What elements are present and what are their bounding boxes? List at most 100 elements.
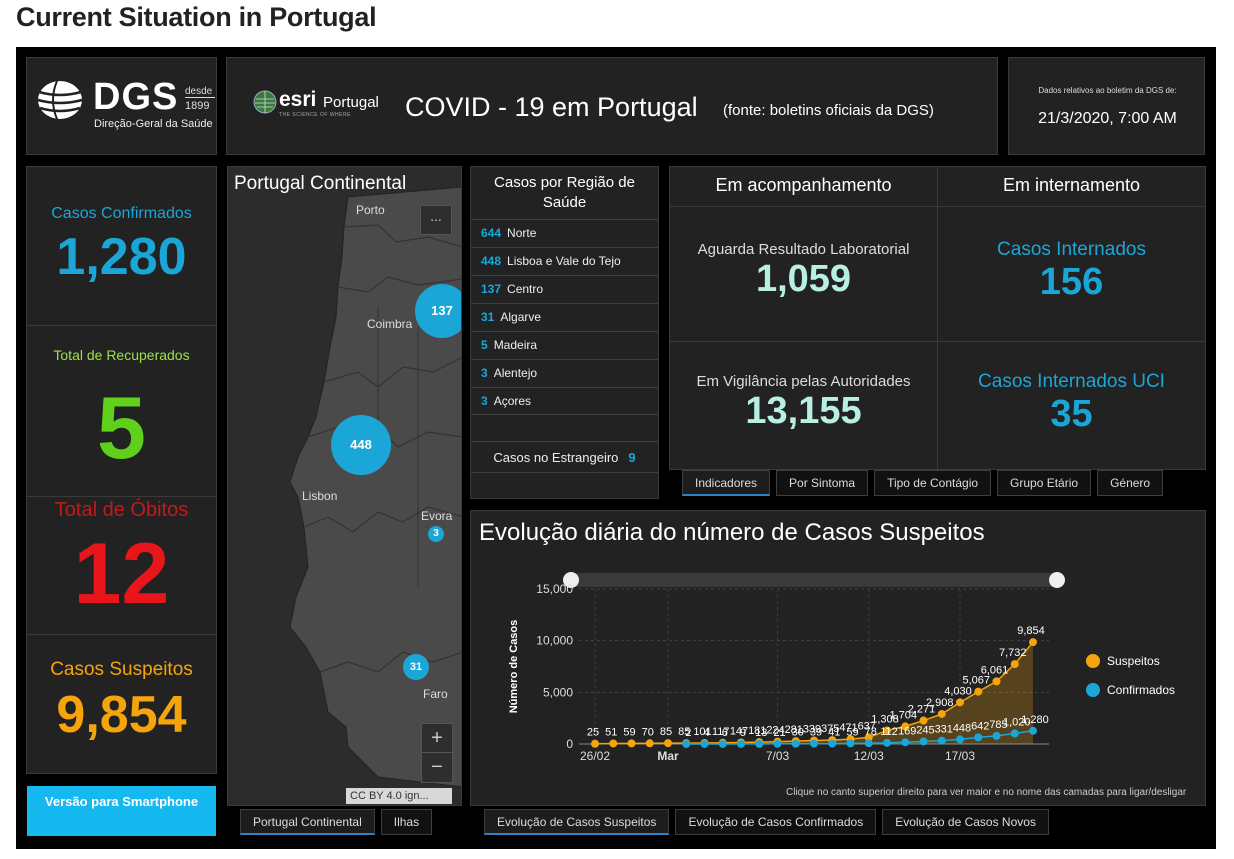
region-name: Açores (493, 394, 532, 408)
list-item[interactable]: 137 Centro (471, 275, 658, 303)
portugal-map[interactable] (228, 167, 462, 806)
data-label: 375 (821, 723, 839, 735)
data-label: 39 (810, 727, 822, 739)
map-attribution[interactable]: CC BY 4.0 ign... (346, 788, 452, 804)
map-title: Portugal Continental (234, 173, 407, 194)
surveillance-value: 13,155 (745, 390, 862, 432)
data-label: 9 (740, 727, 746, 739)
data-label: 642 (971, 720, 989, 732)
smartphone-version-button[interactable]: Versão para Smartphone (27, 786, 216, 836)
range-slider-handle-right (1049, 572, 1065, 588)
data-label: 9,854 (1017, 625, 1045, 637)
data-label: 13 (755, 727, 767, 739)
data-point (864, 739, 873, 748)
tab-indicadores[interactable]: Indicadores (682, 470, 771, 496)
cluster-marker[interactable]: 448 (331, 415, 391, 475)
date-value: 21/3/2020, 7:00 AM (1038, 110, 1177, 127)
dgs-subtitle: Direção-Geral da Saúde (94, 118, 213, 130)
suspect-value: 9,854 (56, 686, 187, 744)
tab-ilhas[interactable]: Ilhas (380, 809, 433, 835)
data-point (810, 739, 818, 748)
list-item[interactable]: 448 Lisboa e Vale do Tejo (471, 247, 658, 275)
tab-tipo-contagio[interactable]: Tipo de Contágio (874, 470, 992, 496)
date-panel: Dados relativos ao boletim da DGS de: 21… (1008, 57, 1205, 155)
data-point (645, 739, 654, 748)
chart-panel: Evolução diária do número de Casos Suspe… (470, 510, 1206, 806)
awaiting-value: 1,059 (755, 258, 852, 300)
data-point (956, 735, 964, 744)
list-item[interactable]: 31 Algarve (471, 303, 658, 331)
map-more-button[interactable]: ... (420, 205, 452, 235)
legend-label: Confirmados (1107, 683, 1175, 697)
x-tick-label: 17/03 (945, 749, 975, 763)
col-header-hospital: Em internamento (938, 167, 1205, 207)
data-label: 785 (989, 719, 1007, 731)
tab-grupo-etario[interactable]: Grupo Etário (997, 470, 1092, 496)
list-item[interactable]: 3 Alentejo (471, 359, 658, 387)
list-item[interactable]: 644 Norte (471, 219, 658, 247)
data-point (1010, 729, 1019, 738)
confirmed-value: 1,280 (56, 228, 187, 286)
zoom-in-button[interactable]: + (422, 724, 452, 753)
region-name: Algarve (500, 310, 542, 324)
series-area (595, 642, 1033, 744)
region-name: Madeira (493, 338, 538, 352)
tab-new-cases-evolution[interactable]: Evolução de Casos Novos (882, 809, 1049, 835)
cluster-marker[interactable]: 3 (428, 526, 444, 542)
cluster-marker[interactable]: 31 (403, 654, 429, 680)
city-label: Evora (421, 509, 453, 523)
y-tick-label: 0 (566, 737, 573, 751)
tab-suspect-evolution[interactable]: Evolução de Casos Suspeitos (484, 809, 670, 835)
x-tick-label: Mar (657, 749, 679, 763)
tab-genero[interactable]: Género (1097, 470, 1164, 496)
data-label: 1,020 (1003, 716, 1031, 728)
hospital-value: 156 (1039, 261, 1104, 303)
list-item[interactable]: 5 Madeira (471, 331, 658, 359)
zoom-out-button[interactable]: − (431, 756, 443, 778)
deaths-label: Total de Óbitos (54, 499, 189, 521)
data-point (883, 738, 891, 747)
region-name: Centro (507, 282, 544, 296)
data-label: 4,030 (944, 685, 972, 697)
abroad-count: 9 (628, 450, 636, 465)
y-axis-label: Número de Casos (508, 620, 520, 714)
tab-portugal-continental[interactable]: Portugal Continental (240, 809, 375, 835)
map-panel[interactable]: Portugal Continental ... Porto Coimbra L… (227, 166, 462, 806)
line-chart[interactable]: 0 5,000 10,000 15,000 26/02 Mar 7/03 12/03 17/03… (471, 561, 1205, 786)
surveillance-cell: Em Vigilância pelas Autoridades 13,155 (670, 373, 937, 433)
map-tabs: Portugal Continental Ilhas (240, 809, 433, 835)
city-label: Porto (356, 203, 385, 217)
data-point (992, 677, 1001, 686)
suspect-label: Casos Suspeitos (50, 659, 193, 680)
data-label: 281 (785, 724, 803, 736)
dgs-year: 1899 (185, 100, 210, 112)
abroad-row[interactable]: Casos no Estrangeiro 9 (471, 441, 658, 473)
list-item[interactable]: 3 Açores (471, 387, 658, 415)
esri-globe-icon (253, 90, 277, 114)
data-point (901, 722, 910, 731)
data-label: 1,308 (871, 713, 899, 725)
tab-por-sintoma[interactable]: Por Sintoma (776, 470, 869, 496)
data-label: 1,704 (889, 709, 917, 721)
data-label: 41 (828, 727, 840, 739)
x-tick-label: 12/03 (854, 749, 884, 763)
legend-marker (1086, 683, 1100, 697)
indicators-panel: Em acompanhamento Em internamento Aguard… (669, 166, 1206, 470)
data-label: 51 (605, 726, 617, 738)
region-name: Alentejo (493, 366, 538, 380)
cluster-marker[interactable]: 137 (415, 284, 461, 338)
page-title: Current Situation in Portugal (16, 2, 377, 32)
tab-confirmed-evolution[interactable]: Evolução de Casos Confirmados (675, 809, 877, 835)
awaiting-cell: Aguarda Resultado Laboratorial 1,059 (670, 241, 937, 301)
data-point (1029, 638, 1037, 647)
data-point (700, 739, 709, 748)
region-count: 644 (481, 226, 502, 240)
data-point (974, 687, 983, 696)
regions-title: Casos por Região de Saúde (494, 174, 635, 211)
icu-value: 35 (1050, 393, 1093, 435)
data-label: 448 (953, 722, 971, 734)
regions-panel: Casos por Região de Saúde 644 Norte 448 Li… (470, 166, 659, 499)
region-name: Lisboa e Vale do Tejo (507, 254, 621, 268)
data-label: 7,732 (999, 647, 1027, 659)
data-label: 181 (748, 725, 766, 737)
